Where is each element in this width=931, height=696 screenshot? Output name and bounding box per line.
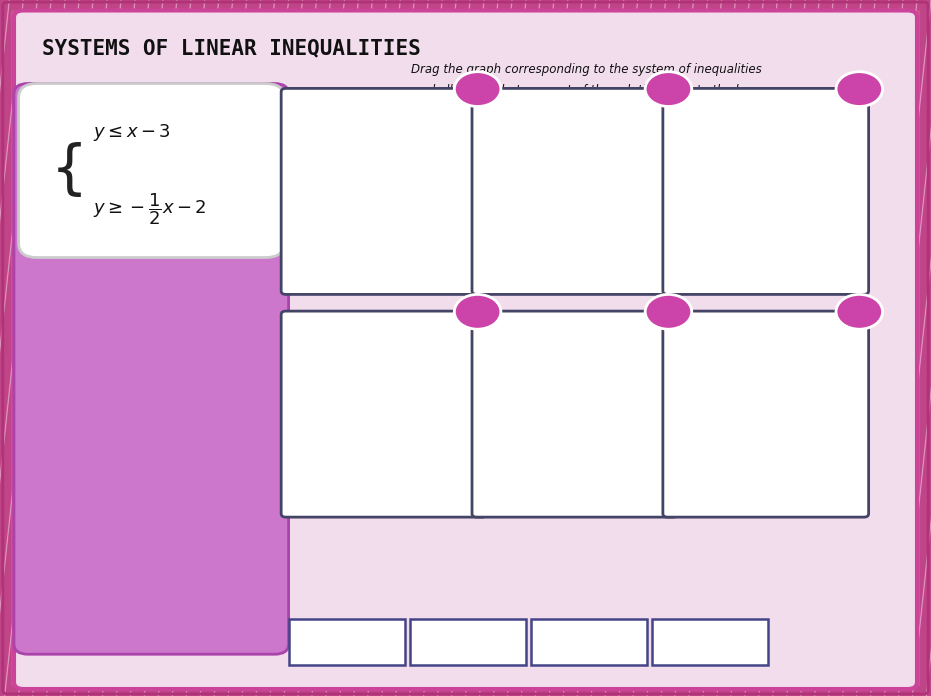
Text: B: B [663,82,674,96]
FancyBboxPatch shape [14,84,289,654]
Text: A: A [472,82,483,96]
Text: y: y [770,321,776,330]
Text: (4,-2): (4,-2) [567,635,611,649]
Text: x: x [465,178,469,187]
Text: and all points that are part of the solution set into the box.: and all points that are part of the solu… [412,84,761,97]
Text: (-3,-1): (-3,-1) [322,635,371,649]
Text: y: y [388,321,394,330]
FancyBboxPatch shape [28,29,903,84]
Text: SYSTEMS OF LINEAR INEQUALITIES: SYSTEMS OF LINEAR INEQUALITIES [42,39,421,58]
Text: x: x [846,178,851,187]
Text: (0,0): (0,0) [449,635,487,649]
Text: x: x [465,401,469,410]
Text: y: y [579,98,585,107]
Text: x: x [655,178,660,187]
Text: C: C [854,82,865,96]
FancyBboxPatch shape [14,10,917,689]
Text: x: x [655,401,660,410]
Text: D: D [472,305,483,319]
Text: F: F [855,305,864,319]
FancyBboxPatch shape [19,84,284,258]
Text: y: y [388,98,394,107]
Text: E: E [664,305,673,319]
Text: $y \leq x - 3$: $y \leq x - 3$ [93,122,171,143]
Text: x: x [846,401,851,410]
Text: {: { [51,142,88,199]
Text: y: y [579,321,585,330]
Text: (3,0): (3,0) [691,635,729,649]
Text: $y \geq -\dfrac{1}{2}x - 2$: $y \geq -\dfrac{1}{2}x - 2$ [93,191,207,227]
Text: Drag the graph corresponding to the system of inequalities: Drag the graph corresponding to the syst… [412,63,762,76]
Text: y: y [770,98,776,107]
